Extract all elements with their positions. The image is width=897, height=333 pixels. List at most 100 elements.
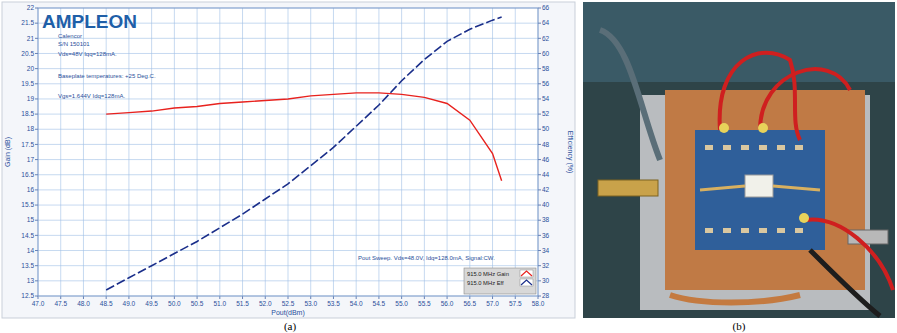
x-tick — [447, 296, 448, 299]
annotation: Pout Sweep. Vds=48.0V, Idq=128.0mA, Sign… — [358, 255, 495, 261]
y2-tick-label: 64 — [542, 19, 550, 26]
y-grid-line — [38, 38, 538, 39]
y-tick-label: 15 — [27, 216, 35, 223]
y2-tick — [538, 83, 541, 84]
chart-background — [2, 2, 575, 318]
y-tick — [35, 68, 38, 69]
y2-tick-label: 58 — [542, 65, 550, 72]
y2-tick — [538, 53, 541, 54]
y2-tick — [538, 265, 541, 266]
y2-tick-label: 66 — [542, 4, 550, 11]
y-grid-line — [38, 250, 538, 251]
component — [759, 145, 767, 150]
terminal — [799, 213, 809, 223]
y-tick-label: 19 — [27, 95, 35, 102]
x-grid-line — [469, 8, 470, 296]
panel-caption: (b) — [733, 320, 746, 333]
y-tick — [35, 205, 38, 206]
y-tick — [35, 83, 38, 84]
y-tick-label: 12.5 — [21, 292, 34, 299]
y-grid-line — [38, 83, 538, 84]
y-grid-line — [38, 220, 538, 221]
y-grid-line — [38, 68, 538, 69]
y2-axis-title: Efficiency (%) — [566, 131, 574, 174]
y-tick — [35, 53, 38, 54]
y-tick-label: 14 — [27, 247, 35, 254]
y2-tick-label: 52 — [542, 110, 550, 117]
y-tick-label: 13.5 — [21, 262, 34, 269]
y-tick-label: 16.5 — [21, 171, 34, 178]
cable — [600, 30, 660, 160]
panel-caption: (a) — [284, 320, 297, 333]
x-tick-label: 56.0 — [441, 300, 454, 307]
y2-tick — [538, 205, 541, 206]
component — [705, 145, 713, 150]
x-grid-line — [310, 8, 311, 296]
x-tick — [38, 296, 39, 299]
y2-tick — [538, 174, 541, 175]
component — [705, 228, 713, 233]
y2-tick — [538, 159, 541, 160]
wire — [810, 250, 880, 316]
x-tick-label: 53.0 — [304, 300, 317, 307]
logo-title: AMPLEON — [42, 11, 137, 32]
y2-tick-label: 32 — [542, 262, 550, 269]
x-grid-line — [515, 8, 516, 296]
component — [795, 228, 803, 233]
series-line — [106, 17, 501, 290]
x-grid-line — [288, 8, 289, 296]
x-tick — [106, 296, 107, 299]
y2-tick — [538, 189, 541, 190]
y2-tick-label: 40 — [542, 201, 550, 208]
x-tick — [174, 296, 175, 299]
plot-frame — [38, 8, 538, 296]
x-tick-label: 55.5 — [418, 300, 431, 307]
wire — [760, 69, 850, 130]
x-axis-title: Pout(dBm) — [271, 309, 304, 317]
component — [777, 145, 785, 150]
x-tick — [469, 296, 470, 299]
x-grid-line — [151, 8, 152, 296]
wire — [720, 53, 800, 140]
y-grid-line — [38, 205, 538, 206]
component — [777, 228, 785, 233]
y-tick — [35, 296, 38, 297]
x-grid-line — [219, 8, 220, 296]
y-grid-line — [38, 265, 538, 266]
x-tick — [83, 296, 84, 299]
x-tick-label: 50.0 — [168, 300, 181, 307]
x-tick-label: 51.0 — [213, 300, 226, 307]
annotation: S/N 150101 — [58, 41, 90, 47]
y-tick-label: 17 — [27, 156, 35, 163]
y2-tick-label: 30 — [542, 277, 550, 284]
y-tick-label: 19.5 — [21, 80, 34, 87]
photo-background — [583, 2, 895, 318]
component — [759, 228, 767, 233]
x-grid-line — [356, 8, 357, 296]
y2-tick-label: 42 — [542, 186, 550, 193]
y-tick — [35, 235, 38, 236]
x-tick — [128, 296, 129, 299]
x-tick — [515, 296, 516, 299]
x-tick — [265, 296, 266, 299]
legend-swatch — [521, 280, 532, 285]
x-tick-label: 55.0 — [395, 300, 408, 307]
x-tick-label: 47.0 — [32, 300, 45, 307]
x-tick — [356, 296, 357, 299]
component — [723, 145, 731, 150]
component — [741, 145, 749, 150]
component — [795, 145, 803, 150]
legend: 915.0 MHz Gain915.0 MHz Eff — [464, 268, 536, 294]
y2-tick — [538, 144, 541, 145]
x-tick-label: 50.5 — [191, 300, 204, 307]
y-tick-label: 14.5 — [21, 232, 34, 239]
legend-box — [464, 268, 536, 294]
y-tick-label: 18.5 — [21, 110, 34, 117]
x-tick-label: 52.0 — [259, 300, 272, 307]
y2-tick — [538, 68, 541, 69]
x-tick-label: 52.5 — [282, 300, 295, 307]
y-tick — [35, 189, 38, 190]
legend-label: 915.0 MHz Eff — [467, 280, 504, 286]
y2-tick-label: 60 — [542, 50, 550, 57]
terminal — [719, 123, 729, 133]
